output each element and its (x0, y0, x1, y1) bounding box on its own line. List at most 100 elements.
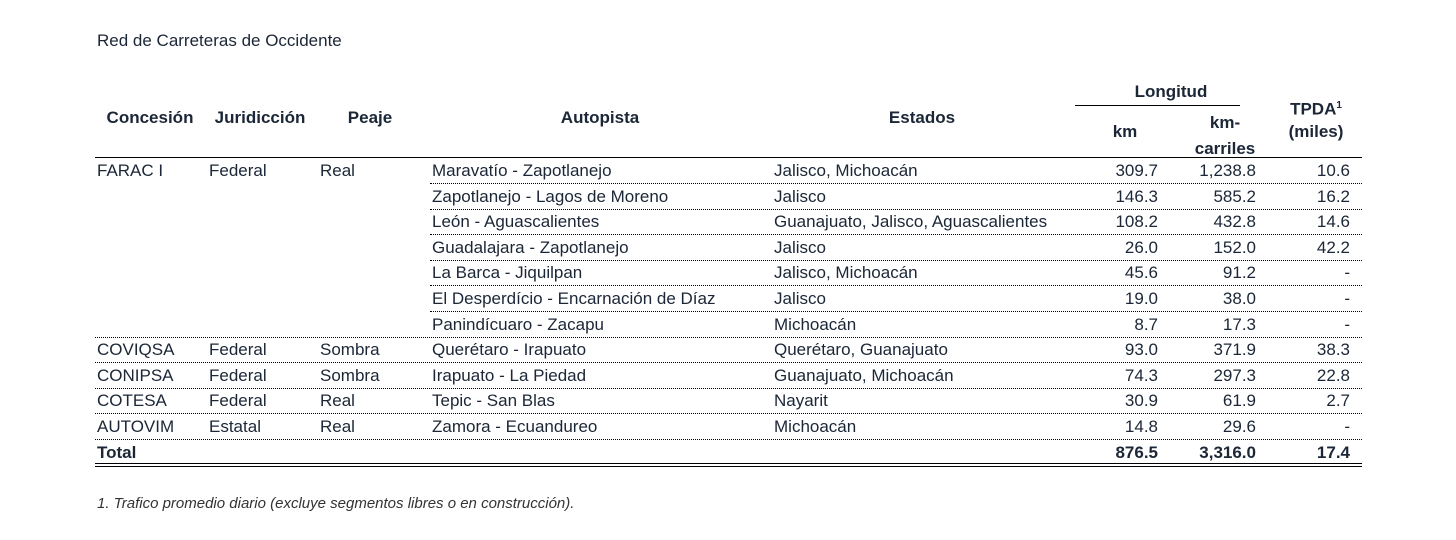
tpda-note: 1 (1336, 100, 1342, 111)
jurisdiccion: Federal (209, 365, 267, 385)
autopista: Irapuato - La Piedad (432, 365, 587, 385)
autopista: Tepic - San Blas (432, 391, 555, 411)
km: 146.3 (1115, 186, 1158, 206)
total-km-carriles: 3,316.0 (1199, 442, 1256, 462)
jurisdiccion: Federal (209, 340, 267, 360)
tpda: - (1344, 289, 1350, 308)
header-tpda: TPDA1 (1270, 96, 1362, 120)
header-tpda-unit: (miles) (1288, 122, 1344, 141)
autopista: La Barca - Jiquilpan (432, 263, 583, 283)
tpda-label: TPDA (1290, 99, 1337, 119)
km-carriles: 91.2 (1222, 263, 1256, 283)
row-rule (95, 337, 1362, 338)
total-label: Total (97, 442, 137, 462)
row-rule (430, 285, 1362, 286)
header-estados: Estados (888, 108, 956, 127)
km-carriles: 152.0 (1213, 237, 1256, 257)
header-km-carriles: km-carriles (1194, 113, 1256, 158)
tpda: - (1344, 263, 1350, 283)
tpda: 16.2 (1316, 186, 1350, 206)
tpda: - (1344, 314, 1350, 334)
estados: Jalisco (774, 237, 826, 257)
header-km: km (1112, 122, 1138, 141)
row-rule (95, 388, 1362, 389)
km-carriles: 297.3 (1213, 365, 1256, 385)
km-carriles: 38.0 (1222, 289, 1256, 308)
concesion: FARAC I (97, 161, 164, 180)
estados: Jalisco (774, 289, 826, 308)
km: 14.8 (1124, 417, 1158, 436)
row-rule (430, 260, 1362, 261)
header-jurisdiccion: Juridicción (214, 108, 306, 127)
km: 93.0 (1124, 340, 1158, 360)
row-rule (430, 209, 1362, 210)
autopista: León - Aguascalientes (432, 212, 600, 232)
km-carriles: 1,238.8 (1199, 161, 1256, 180)
km-carriles: 17.3 (1222, 314, 1256, 334)
estados: Jalisco, Michoacán (774, 161, 918, 180)
autopista: Panindícuaro - Zacapu (432, 314, 604, 334)
row-rule (95, 362, 1362, 363)
peaje: Real (320, 161, 355, 180)
jurisdiccion: Federal (209, 161, 267, 180)
header-concesion: Concesión (106, 108, 194, 127)
longitud-rule (1075, 105, 1240, 106)
km: 19.0 (1124, 289, 1158, 308)
autopista: Zapotlanejo - Lagos de Moreno (432, 186, 669, 206)
tpda: 14.6 (1316, 212, 1350, 232)
tpda: 10.6 (1316, 161, 1350, 180)
concesion: COVIQSA (97, 340, 175, 360)
peaje: Sombra (320, 340, 380, 360)
peaje: Real (320, 417, 355, 436)
row-rule (430, 234, 1362, 235)
km-carriles: 585.2 (1213, 186, 1256, 206)
estados: Guanajuato, Jalisco, Aguascalientes (774, 212, 1048, 232)
title: Red de Carreteras de Occidente (97, 31, 342, 50)
jurisdiccion: Federal (209, 391, 267, 411)
row-rule (95, 439, 1362, 440)
tpda: 42.2 (1316, 237, 1350, 257)
concesion: CONIPSA (97, 365, 174, 385)
header-longitud: Longitud (1134, 82, 1208, 101)
tpda: - (1344, 417, 1350, 436)
km: 30.9 (1124, 391, 1158, 411)
km: 108.2 (1115, 212, 1158, 232)
footnote: 1. Trafico promedio diario (excluye segm… (97, 495, 575, 512)
km: 8.7 (1134, 314, 1158, 334)
row-rule (430, 311, 1362, 312)
estados: Guanajuato, Michoacán (774, 365, 954, 385)
concesion: COTESA (97, 391, 167, 411)
km: 74.3 (1124, 365, 1158, 385)
total-km: 876.5 (1115, 442, 1158, 462)
tpda: 22.8 (1316, 365, 1350, 385)
tpda: 38.3 (1316, 340, 1350, 360)
km-carriles: 371.9 (1213, 340, 1256, 360)
row-rule (430, 183, 1362, 184)
estados: Jalisco (774, 186, 826, 206)
autopista: El Desperdício - Encarnación de Díaz (432, 289, 716, 308)
concesion: AUTOVIM (97, 417, 175, 436)
peaje: Sombra (320, 365, 380, 385)
tpda: 2.7 (1326, 391, 1350, 411)
km: 26.0 (1124, 237, 1158, 257)
km-carriles: 61.9 (1222, 391, 1256, 411)
jurisdiccion: Estatal (209, 417, 261, 436)
estados: Nayarit (774, 391, 828, 411)
estados: Querétaro, Guanajuato (774, 340, 948, 360)
peaje: Real (320, 391, 355, 411)
km: 309.7 (1115, 161, 1158, 180)
header-rule (95, 157, 1362, 158)
estados: Michoacán (774, 417, 857, 436)
autopista: Maravatío - Zapotlanejo (432, 161, 612, 180)
autopista: Guadalajara - Zapotlanejo (432, 237, 629, 257)
header-autopista: Autopista (560, 108, 640, 127)
total-tpda: 17.4 (1316, 442, 1350, 462)
km-carriles: 432.8 (1213, 212, 1256, 232)
estados: Jalisco, Michoacán (774, 263, 918, 283)
autopista: Zamora - Ecuandureo (432, 417, 598, 436)
autopista: Querétaro - Irapuato (432, 340, 587, 360)
km-carriles: 29.6 (1222, 417, 1256, 436)
row-rule (95, 413, 1362, 414)
header-peaje: Peaje (347, 108, 393, 127)
